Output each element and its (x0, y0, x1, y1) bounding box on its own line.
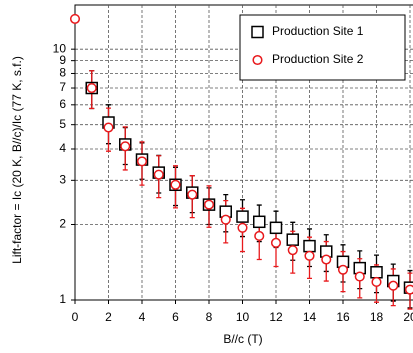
marker (286, 233, 299, 246)
marker (303, 239, 316, 253)
y-tick-label: 8 (59, 66, 66, 80)
marker (86, 82, 97, 94)
marker (203, 199, 215, 210)
marker (370, 266, 383, 279)
marker (170, 179, 181, 190)
marker (270, 237, 282, 248)
marker (136, 156, 148, 167)
marker (237, 222, 248, 233)
marker (354, 271, 365, 282)
x-tick-label: 8 (206, 310, 213, 324)
marker (153, 169, 164, 180)
x-tick-label: 12 (269, 310, 283, 324)
y-tick-label: 5 (59, 117, 66, 131)
legend (239, 14, 406, 81)
marker (371, 276, 382, 288)
marker (337, 264, 349, 275)
marker (120, 141, 131, 152)
y-tick-label: 2 (59, 217, 66, 231)
legend-label: Production Site 1 (272, 24, 364, 38)
marker (287, 245, 298, 256)
marker (253, 215, 266, 229)
legend-marker (251, 25, 264, 39)
x-axis-title: B//c (T) (223, 332, 262, 346)
x-tick-label: 18 (370, 310, 384, 324)
x-tick-label: 2 (105, 310, 112, 324)
marker (269, 221, 283, 235)
y-tick-label: 4 (59, 141, 66, 155)
x-tick-label: 6 (172, 310, 179, 324)
x-tick-label: 0 (72, 310, 79, 324)
y-tick-label: 10 (53, 41, 67, 55)
marker (404, 284, 413, 295)
y-axis-title: Lift-factor = Ic (20 K, B//c)/Ic (77 K, … (10, 56, 24, 264)
y-tick-label: 9 (59, 53, 66, 67)
marker (321, 254, 332, 265)
marker (236, 210, 249, 223)
x-tick-label: 20 (403, 310, 413, 324)
marker (304, 250, 315, 261)
marker (187, 189, 198, 200)
marker (220, 214, 231, 225)
y-tick-label: 1 (59, 292, 66, 306)
y-tick-label: 3 (59, 172, 66, 186)
marker (254, 230, 265, 242)
legend-label: Production Site 2 (272, 52, 364, 66)
marker (388, 280, 399, 291)
y-tick-label: 6 (59, 97, 66, 111)
marker (103, 122, 114, 133)
marker (69, 13, 81, 24)
x-tick-label: 10 (236, 310, 250, 324)
y-tick-label: 7 (59, 80, 66, 94)
legend-marker (252, 54, 263, 66)
x-tick-label: 4 (139, 310, 146, 324)
x-tick-label: 16 (336, 310, 350, 324)
x-tick-label: 14 (303, 310, 317, 324)
